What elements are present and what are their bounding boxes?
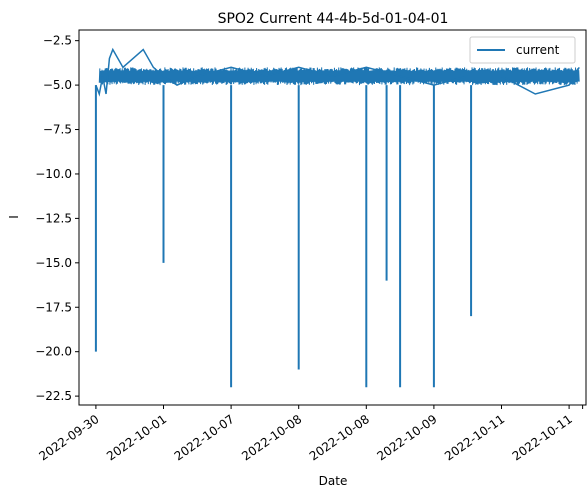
y-tick-label: −7.5 xyxy=(43,123,72,137)
series-current-line xyxy=(95,47,580,97)
y-axis-label: I xyxy=(7,215,21,219)
y-tick-label: −17.5 xyxy=(35,300,72,314)
y-tick-label: −20.0 xyxy=(35,345,72,359)
y-tick-label: −15.0 xyxy=(35,256,72,270)
legend: current xyxy=(469,36,576,64)
y-tick-label: −10.0 xyxy=(35,167,72,181)
y-axis: −22.5 −20.0 −17.5 −15.0 −12.5 −10.0 −7.5 −5.0 −2… xyxy=(35,34,79,403)
legend-box xyxy=(469,36,576,64)
legend-label: current xyxy=(516,43,560,57)
x-axis-label: Date xyxy=(319,474,348,488)
y-tick-label: −22.5 xyxy=(35,389,72,403)
y-tick-label: −5.0 xyxy=(43,78,72,92)
y-tick-label: −2.5 xyxy=(43,34,72,48)
chart-title: SPO2 Current 44-4b-5d-01-04-01 xyxy=(218,11,449,27)
plot-area xyxy=(94,47,580,388)
axes-frame xyxy=(78,29,587,406)
series-current-band xyxy=(98,67,580,86)
y-tick-label: −12.5 xyxy=(35,211,72,225)
